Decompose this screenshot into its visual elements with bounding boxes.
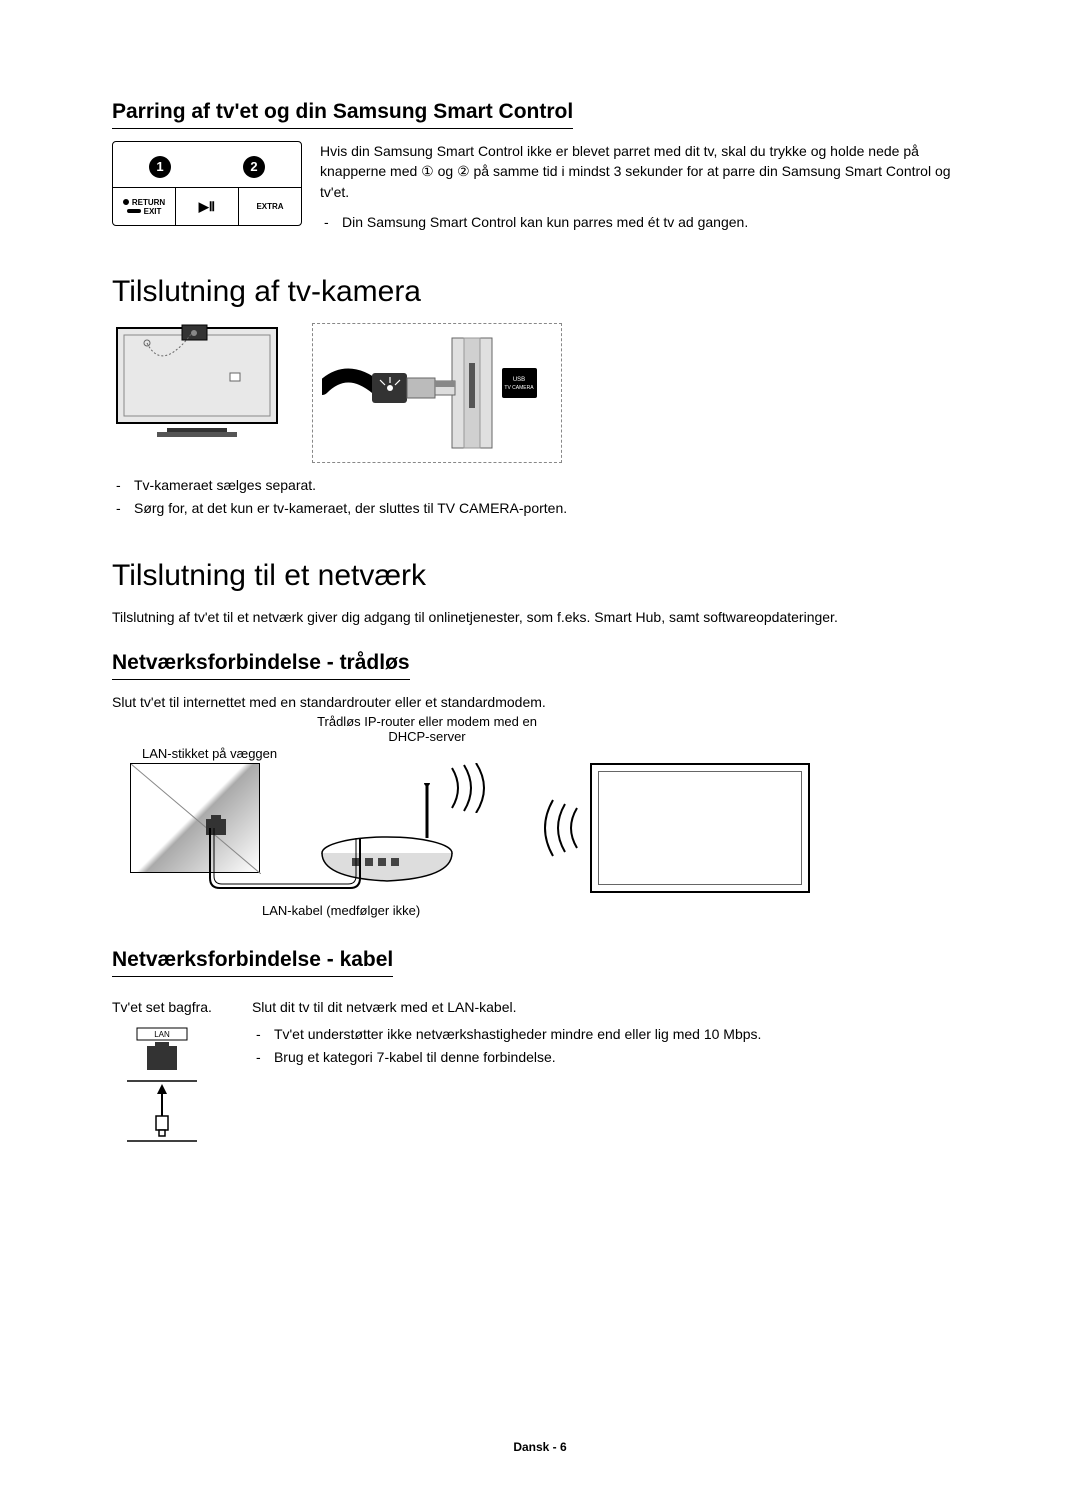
pairing-section: Parring af tv'et og din Samsung Smart Co…	[112, 100, 968, 235]
wireless-intro: Slut tv'et til internettet med en standa…	[112, 692, 968, 712]
camera-diagram-row: USB TV CAMERA	[112, 323, 968, 463]
lan-text: LAN	[154, 1030, 170, 1039]
extra-cell: EXTRA	[238, 188, 301, 225]
pairing-diagram-top: 1 2	[113, 142, 301, 187]
wired-intro: Slut dit tv til dit netværk med et LAN-k…	[252, 997, 968, 1017]
wireless-diagram: Trådløs IP-router eller modem med en DHC…	[112, 718, 812, 928]
circled-2-icon: 2	[243, 156, 265, 178]
camera-bullet-1: Tv-kameraet sælges separat.	[134, 475, 968, 496]
wired-bullet-2: Brug et kategori 7-kabel til denne forbi…	[274, 1047, 968, 1068]
tv-camera-icon	[112, 323, 282, 443]
camera-bullet-2: Sørg for, at det kun er tv-kameraet, der…	[134, 498, 968, 519]
tv-outline-icon	[590, 763, 810, 893]
wired-left-col: Tv'et set bagfra. LAN	[112, 997, 212, 1145]
camera-bullets: Tv-kameraet sælges separat. Sørg for, at…	[112, 475, 968, 519]
network-intro: Tilslutning af tv'et til et netværk give…	[112, 607, 968, 627]
lan-port-icon: LAN	[122, 1026, 202, 1146]
wifi-waves-in-icon	[537, 798, 587, 858]
extra-label: EXTRA	[256, 202, 283, 211]
router-label: Trådløs IP-router eller modem med en DHC…	[312, 714, 542, 744]
lan-cable-icon	[200, 828, 380, 898]
wired-row: Tv'et set bagfra. LAN Slut dit tv til di…	[112, 997, 968, 1145]
return-exit-cell: RETURN EXIT	[113, 188, 175, 225]
pairing-bullet: Din Samsung Smart Control kan kun parres…	[342, 212, 968, 233]
play-pause-cell: ▶Ⅱ	[175, 188, 238, 225]
tv-back-label: Tv'et set bagfra.	[112, 997, 212, 1017]
return-label: RETURN	[132, 198, 165, 207]
cable-label: LAN-kabel (medfølger ikke)	[262, 903, 420, 918]
wired-heading: Netværksforbindelse - kabel	[112, 948, 393, 977]
pairing-heading: Parring af tv'et og din Samsung Smart Co…	[112, 100, 573, 129]
wired-right-col: Slut dit tv til dit netværk med et LAN-k…	[252, 997, 968, 1069]
usb-connector-icon: USB TV CAMERA	[322, 333, 552, 453]
wifi-waves-out-icon	[442, 763, 492, 813]
pairing-diagram-bottom: RETURN EXIT ▶Ⅱ EXTRA	[113, 187, 301, 225]
wired-bullet-1: Tv'et understøtter ikke netværkshastighe…	[274, 1024, 968, 1045]
wireless-heading: Netværksforbindelse - trådløs	[112, 651, 410, 680]
wall-label: LAN-stikket på væggen	[142, 746, 277, 761]
usb-closeup-box: USB TV CAMERA	[312, 323, 562, 463]
network-section: Tilslutning til et netværk Tilslutning a…	[112, 559, 968, 1146]
svg-text:TV CAMERA: TV CAMERA	[504, 385, 534, 391]
lan-port-diagram: LAN	[112, 1026, 212, 1146]
pairing-text-col: Hvis din Samsung Smart Control ikke er b…	[320, 141, 968, 235]
play-pause-icon: ▶Ⅱ	[199, 199, 215, 215]
camera-section: Tilslutning af tv-kamera USB TV CAMERA	[112, 275, 968, 519]
page-footer: Dansk - 6	[0, 1440, 1080, 1454]
pairing-row: 1 2 RETURN EXIT ▶Ⅱ EXTRA Hvis din Samsun…	[112, 141, 968, 235]
circled-1-icon: 1	[149, 156, 171, 178]
network-heading: Tilslutning til et netværk	[112, 559, 968, 593]
wired-bullets: Tv'et understøtter ikke netværkshastighe…	[252, 1024, 968, 1068]
pairing-paragraph: Hvis din Samsung Smart Control ikke er b…	[320, 141, 968, 202]
camera-heading: Tilslutning af tv-kamera	[112, 275, 968, 309]
exit-label: EXIT	[144, 207, 162, 216]
pairing-diagram: 1 2 RETURN EXIT ▶Ⅱ EXTRA	[112, 141, 302, 226]
svg-text:USB: USB	[513, 377, 525, 383]
